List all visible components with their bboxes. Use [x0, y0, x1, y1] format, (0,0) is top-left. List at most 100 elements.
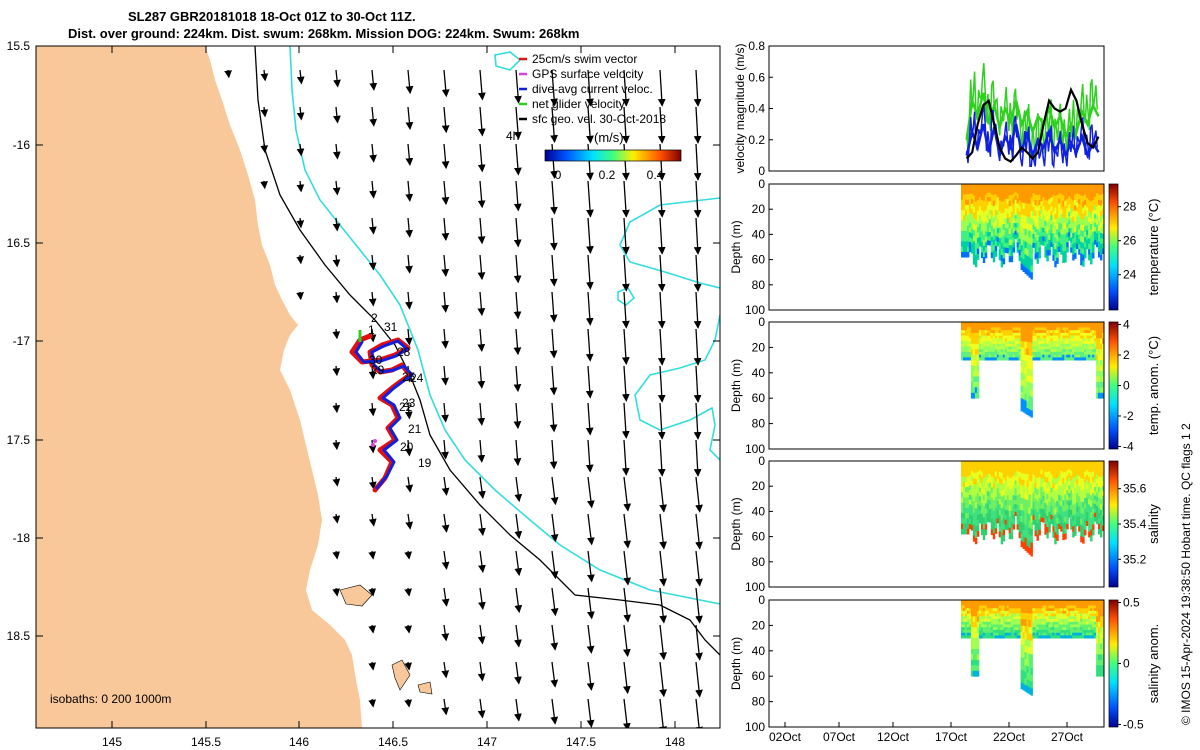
heatmap-cell [1068, 600, 1071, 604]
heatmap-cell [965, 204, 968, 211]
heatmap-cell [1102, 659, 1105, 666]
heatmap-cell [1048, 354, 1051, 358]
heatmap-cell [1052, 471, 1055, 478]
heatmap-cell [1100, 338, 1103, 345]
heatmap-cell [1086, 211, 1089, 217]
heatmap-cell [980, 518, 984, 525]
heatmap-cell [1092, 524, 1095, 531]
heatmap-cell [1072, 338, 1075, 342]
heatmap-cell [1076, 221, 1079, 226]
heatmap-cell [1088, 327, 1091, 331]
heatmap-cell [994, 600, 998, 604]
heatmap-cell [1098, 194, 1101, 201]
heatmap-cell [1004, 357, 1008, 361]
heatmap-cell [986, 343, 990, 347]
heatmap-cell [1050, 605, 1053, 609]
heatmap-cell [1034, 237, 1037, 244]
heatmap-cell [1026, 653, 1029, 660]
heatmap-cell [1016, 242, 1019, 248]
heatmap-cell [1002, 224, 1006, 231]
heatmap-cell [1030, 245, 1033, 253]
heatmap-cell [974, 600, 978, 606]
heatmap-cell [1100, 461, 1103, 467]
heatmap-cell [1094, 624, 1097, 628]
heatmap-cell [1078, 496, 1081, 502]
time-tick-label: 17Oct [935, 730, 968, 744]
heatmap-cell [1082, 610, 1085, 614]
heatmap-cell [1084, 215, 1087, 222]
heatmap-cell [1014, 624, 1017, 628]
heatmap-cell [1032, 238, 1035, 244]
heatmap-cell [980, 466, 984, 472]
heatmap-cell [1102, 343, 1105, 350]
heatmap-cell [1056, 212, 1059, 219]
heatmap-cell [1070, 242, 1073, 248]
heatmap-cell [1018, 343, 1021, 347]
heatmap-cell [1072, 216, 1075, 223]
heatmap-cell [1012, 602, 1015, 606]
heatmap-cell [974, 502, 978, 509]
heatmap-cell [998, 477, 1002, 484]
heatmap-cell [1072, 608, 1075, 612]
time-tick-label: 27Oct [1051, 730, 1084, 744]
heatmap-cell [1006, 470, 1010, 477]
heatmap-cell [1032, 211, 1035, 217]
heatmap-cell [1100, 627, 1103, 633]
heatmap-cell [1016, 354, 1019, 358]
heatmap-cell [1004, 519, 1008, 525]
heatmap-cell [1038, 476, 1041, 483]
heatmap-cell [1048, 189, 1051, 195]
heatmap-cell [1036, 195, 1039, 202]
heatmap-cell [970, 510, 974, 516]
heatmap-cell [996, 210, 1000, 216]
heatmap-cell [994, 346, 998, 350]
heatmap-cell [967, 602, 970, 606]
heatmap-cell [1026, 401, 1029, 409]
heatmap-cell [1012, 227, 1015, 234]
heatmap-cell [1028, 534, 1031, 542]
heatmap-cell [1012, 619, 1015, 623]
heatmap-cell [970, 665, 974, 672]
heatmap-cell [1096, 188, 1099, 194]
heatmap-cell [1102, 233, 1105, 240]
heatmap-cell [984, 508, 988, 515]
lon-tick-label: 146.5 [378, 735, 408, 749]
heatmap-cell [974, 632, 978, 639]
heatmap-cell [1008, 494, 1012, 501]
heatmap-cell [972, 258, 976, 265]
heatmap-cell [982, 602, 986, 606]
heatmap-cell [1094, 621, 1097, 625]
heatmap-cell [1094, 327, 1097, 331]
heatmap-cell [976, 254, 980, 260]
velocity-arrow [693, 328, 702, 366]
heatmap-cell [1058, 475, 1061, 481]
heatmap-cell [1030, 410, 1033, 418]
heatmap-cell [1014, 327, 1017, 331]
heatmap-cell [1024, 531, 1027, 539]
heatmap-cell [984, 252, 988, 259]
heatmap-cell [1088, 482, 1091, 489]
heatmap-cell [1066, 338, 1069, 342]
heatmap-cell [1046, 255, 1049, 262]
heatmap-cell [1062, 472, 1065, 479]
heatmap-cell [1006, 354, 1010, 358]
heatmap-cell [1032, 197, 1035, 203]
heatmap-cell [1004, 635, 1008, 639]
y-axis-label: Depth (m) [729, 359, 743, 412]
heatmap-cell [992, 527, 996, 534]
heatmap-cell [1024, 322, 1027, 329]
heatmap-cell [986, 192, 990, 198]
heatmap-cell [990, 189, 994, 195]
heatmap-cell [961, 619, 964, 623]
heatmap-cell [1080, 530, 1083, 537]
heatmap-cell [1080, 619, 1083, 623]
y-axis-label: Depth (m) [729, 637, 743, 690]
velocity-arrow [296, 217, 305, 229]
heatmap-cell [1020, 263, 1023, 271]
heatmap-cell [961, 629, 964, 633]
y-tick-label: 0.8 [748, 39, 765, 53]
heatmap-cell [1026, 203, 1029, 211]
heatmap-cell [1048, 624, 1051, 628]
heatmap-cell [1024, 658, 1027, 666]
heatmap-cell [963, 351, 966, 355]
